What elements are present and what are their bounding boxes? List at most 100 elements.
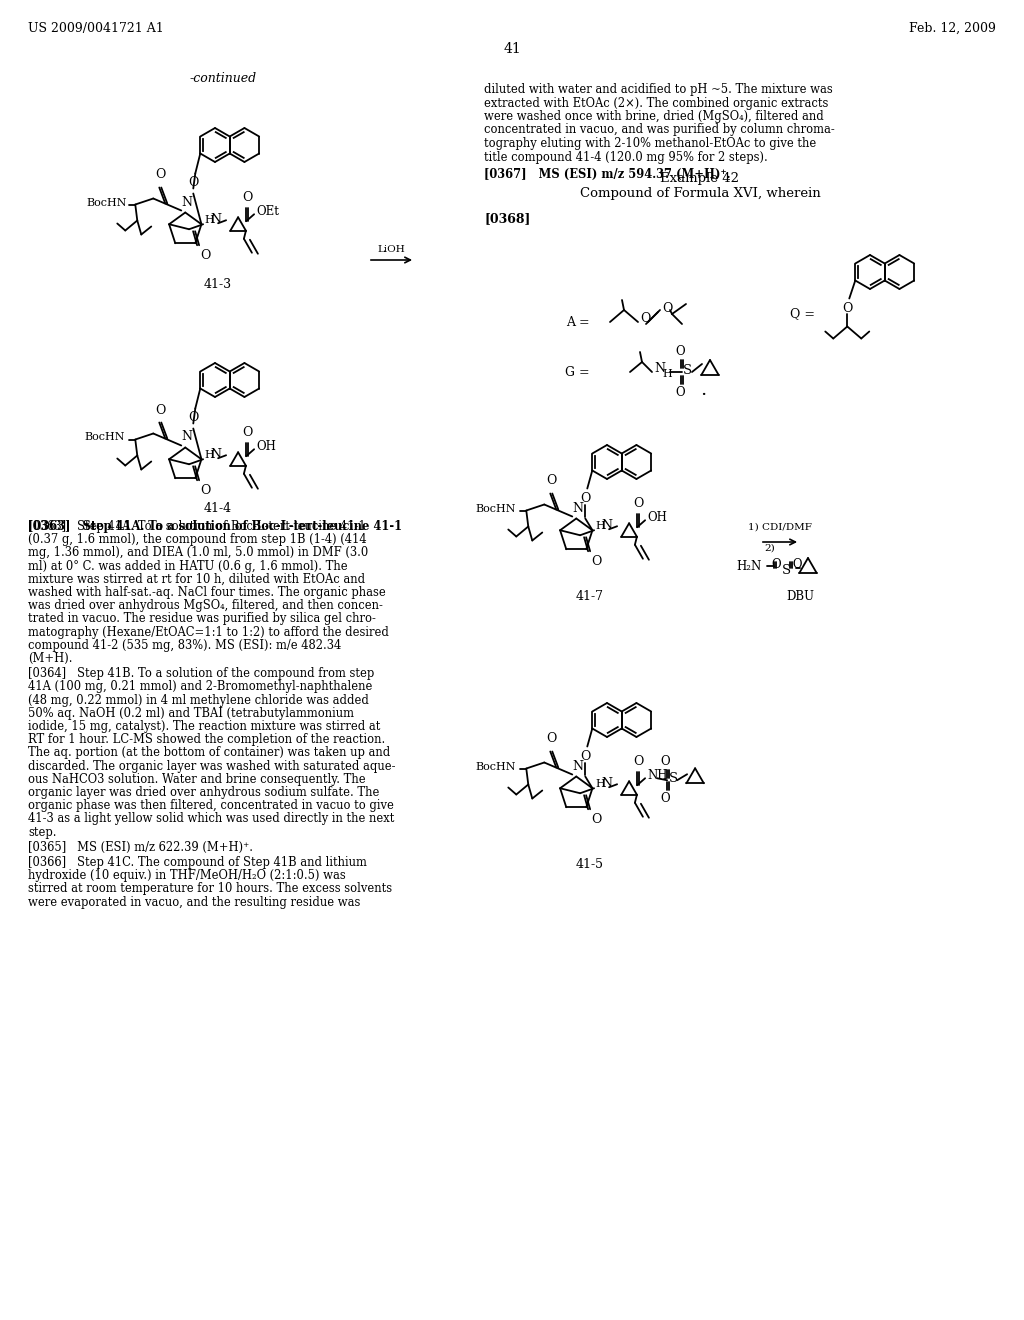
Text: 41-5: 41-5 [575, 858, 604, 871]
Text: ous NaHCO3 solution. Water and brine consequently. The: ous NaHCO3 solution. Water and brine con… [28, 772, 366, 785]
Text: [0368]: [0368] [484, 213, 530, 224]
Text: concentrated in vacuo, and was purified by column chroma-: concentrated in vacuo, and was purified … [484, 124, 835, 136]
Text: O: O [580, 750, 591, 763]
Text: O: O [200, 249, 211, 263]
Text: S: S [669, 772, 678, 785]
Text: DBU: DBU [786, 590, 814, 603]
Text: hydroxide (10 equiv.) in THF/MeOH/H₂O (2:1:0.5) was: hydroxide (10 equiv.) in THF/MeOH/H₂O (2… [28, 869, 346, 882]
Text: BocHN: BocHN [476, 503, 516, 513]
Text: compound 41-2 (535 mg, 83%). MS (ESI): m/e 482.34: compound 41-2 (535 mg, 83%). MS (ESI): m… [28, 639, 341, 652]
Text: N: N [182, 430, 193, 444]
Text: O: O [200, 484, 211, 498]
Text: were washed once with brine, dried (MgSO₄), filtered and: were washed once with brine, dried (MgSO… [484, 110, 823, 123]
Text: O: O [660, 755, 670, 768]
Text: 41-3: 41-3 [204, 279, 232, 290]
Text: N: N [210, 213, 221, 226]
Text: iodide, 15 mg, catalyst). The reaction mixture was stirred at: iodide, 15 mg, catalyst). The reaction m… [28, 719, 380, 733]
Text: BocHN: BocHN [476, 762, 516, 771]
Text: N: N [182, 195, 193, 209]
Text: O: O [242, 426, 252, 440]
Text: 41-7: 41-7 [575, 590, 604, 603]
Text: S: S [782, 564, 792, 577]
Text: [0366]   Step 41C. The compound of Step 41B and lithium: [0366] Step 41C. The compound of Step 41… [28, 855, 367, 869]
Text: step.: step. [28, 825, 56, 838]
Text: stirred at room temperature for 10 hours. The excess solvents: stirred at room temperature for 10 hours… [28, 882, 392, 895]
Text: matography (Hexane/EtOAC=1:1 to 1:2) to afford the desired: matography (Hexane/EtOAC=1:1 to 1:2) to … [28, 626, 389, 639]
Text: O: O [591, 813, 601, 826]
Text: discarded. The organic layer was washed with saturated aque-: discarded. The organic layer was washed … [28, 759, 395, 772]
Text: Feb. 12, 2009: Feb. 12, 2009 [909, 22, 996, 36]
Text: OH: OH [256, 440, 276, 453]
Text: OEt: OEt [256, 205, 279, 218]
Text: O: O [633, 498, 643, 511]
Text: [0365]   MS (ESI) m/z 622.39 (M+H)⁺.: [0365] MS (ESI) m/z 622.39 (M+H)⁺. [28, 841, 253, 854]
Text: N: N [601, 776, 612, 789]
Text: 41-3 as a light yellow solid which was used directly in the next: 41-3 as a light yellow solid which was u… [28, 812, 394, 825]
Text: O: O [633, 755, 643, 768]
Text: [0363]   Step 41A. To a solution of Boc-L-tert-leucine 41-1: [0363] Step 41A. To a solution of Boc-L-… [28, 520, 402, 533]
Text: Q =: Q = [790, 308, 815, 321]
Text: 1) CDI/DMF: 1) CDI/DMF [749, 523, 812, 532]
Text: N: N [210, 447, 221, 461]
Text: G =: G = [565, 366, 590, 379]
Text: O: O [842, 302, 852, 315]
Text: 41: 41 [503, 42, 521, 55]
Text: NH: NH [647, 768, 668, 781]
Text: O: O [155, 404, 166, 417]
Text: OH: OH [647, 511, 667, 524]
Text: organic layer was dried over anhydrous sodium sulfate. The: organic layer was dried over anhydrous s… [28, 785, 379, 799]
Text: 41A (100 mg, 0.21 mmol) and 2-Bromomethyl-naphthalene: 41A (100 mg, 0.21 mmol) and 2-Bromomethy… [28, 680, 373, 693]
Text: tography eluting with 2-10% methanol-EtOAc to give the: tography eluting with 2-10% methanol-EtO… [484, 137, 816, 150]
Text: [0364]   Step 41B. To a solution of the compound from step: [0364] Step 41B. To a solution of the co… [28, 667, 374, 680]
Text: Example 42: Example 42 [660, 172, 739, 185]
Text: The aq. portion (at the bottom of container) was taken up and: The aq. portion (at the bottom of contai… [28, 746, 390, 759]
Text: A =: A = [566, 315, 590, 329]
Text: O: O [675, 385, 685, 399]
Text: organic phase was then filtered, concentrated in vacuo to give: organic phase was then filtered, concent… [28, 799, 394, 812]
Text: washed with half-sat.-aq. NaCl four times. The organic phase: washed with half-sat.-aq. NaCl four time… [28, 586, 386, 599]
Text: was dried over anhydrous MgSO₄, filtered, and then concen-: was dried over anhydrous MgSO₄, filtered… [28, 599, 383, 612]
Text: O: O [580, 492, 591, 506]
Text: mg, 1.36 mmol), and DIEA (1.0 ml, 5.0 mmol) in DMF (3.0: mg, 1.36 mmol), and DIEA (1.0 ml, 5.0 mm… [28, 546, 369, 560]
Text: (M+H).: (M+H). [28, 652, 73, 665]
Text: O: O [188, 176, 199, 189]
Text: O: O [591, 556, 601, 568]
Text: trated in vacuo. The residue was purified by silica gel chro-: trated in vacuo. The residue was purifie… [28, 612, 376, 626]
Text: 41-4: 41-4 [204, 502, 232, 515]
Text: [0363]   Step 41A. To a solution of Boc-L-tert-leucine 41-1: [0363] Step 41A. To a solution of Boc-L-… [28, 520, 366, 533]
Text: O: O [640, 313, 650, 326]
Text: O: O [546, 733, 556, 746]
Text: BocHN: BocHN [85, 433, 125, 442]
Text: extracted with EtOAc (2×). The combined organic extracts: extracted with EtOAc (2×). The combined … [484, 96, 828, 110]
Text: O: O [660, 792, 670, 805]
Text: N: N [572, 502, 584, 515]
Text: N: N [654, 363, 665, 375]
Text: (48 mg, 0.22 mmol) in 4 ml methylene chloride was added: (48 mg, 0.22 mmol) in 4 ml methylene chl… [28, 693, 369, 706]
Text: O: O [155, 169, 166, 181]
Text: H: H [662, 370, 672, 379]
Text: H: H [595, 779, 605, 789]
Text: H: H [595, 521, 605, 531]
Text: S: S [683, 363, 692, 376]
Text: O: O [675, 345, 685, 358]
Text: H: H [204, 215, 214, 226]
Text: title compound 41-4 (120.0 mg 95% for 2 steps).: title compound 41-4 (120.0 mg 95% for 2 … [484, 150, 768, 164]
Text: O: O [662, 301, 673, 314]
Text: H₂N: H₂N [736, 560, 762, 573]
Text: ml) at 0° C. was added in HATU (0.6 g, 1.6 mmol). The: ml) at 0° C. was added in HATU (0.6 g, 1… [28, 560, 347, 573]
Text: O   O: O O [772, 558, 803, 572]
Text: .: . [700, 381, 707, 399]
Text: BocHN: BocHN [87, 198, 127, 207]
Text: mixture was stirred at rt for 10 h, diluted with EtOAc and: mixture was stirred at rt for 10 h, dilu… [28, 573, 366, 586]
Text: RT for 1 hour. LC-MS showed the completion of the reaction.: RT for 1 hour. LC-MS showed the completi… [28, 733, 385, 746]
Text: -continued: -continued [190, 73, 257, 84]
Text: H: H [204, 450, 214, 461]
Text: N: N [572, 759, 584, 772]
Text: O: O [242, 191, 252, 205]
Text: O: O [546, 474, 556, 487]
Text: diluted with water and acidified to pH ~5. The mixture was: diluted with water and acidified to pH ~… [484, 83, 833, 96]
Text: N: N [601, 519, 612, 532]
Text: US 2009/0041721 A1: US 2009/0041721 A1 [28, 22, 164, 36]
Text: O: O [188, 411, 199, 424]
Text: 2): 2) [764, 544, 775, 553]
